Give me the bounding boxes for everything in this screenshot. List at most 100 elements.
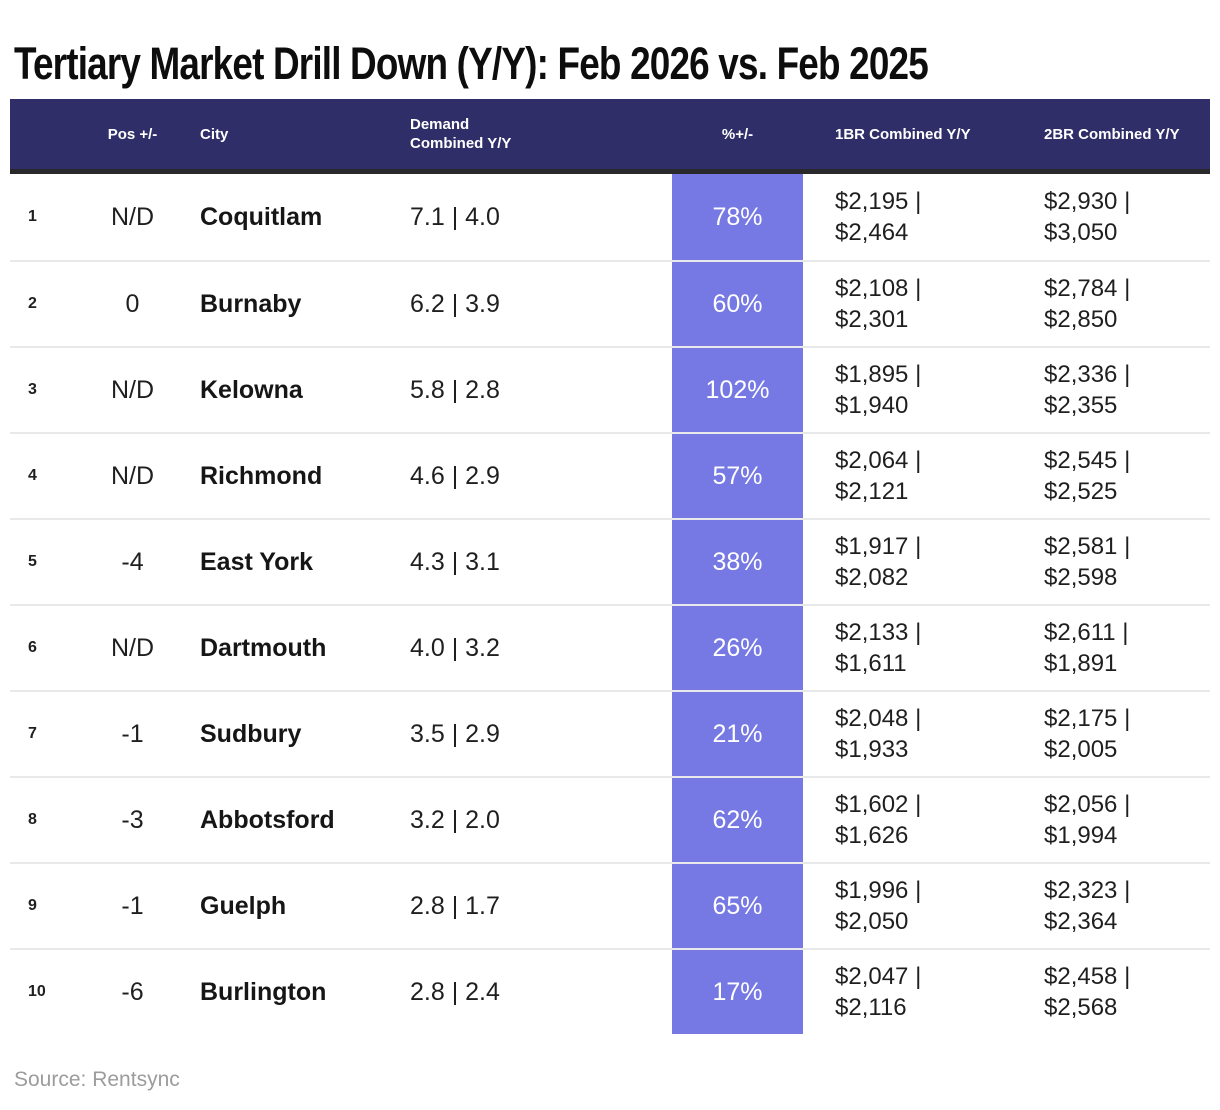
rent-2br-value: $2,930 | $3,050 <box>1044 188 1131 246</box>
rent-1br-cell: $2,195 | $2,464 <box>803 186 1016 248</box>
rent-2br-value: $2,784 | $2,850 <box>1044 275 1131 333</box>
city-cell: Richmond <box>200 461 323 490</box>
rent-2br-value: $2,458 | $2,568 <box>1044 963 1131 1021</box>
table-body: 1 N/D Coquitlam 7.1 | 4.0 78% $2,195 | $… <box>10 174 1210 1034</box>
rank-cell: 5 <box>28 553 37 570</box>
rank-cell: 4 <box>28 467 37 484</box>
table-row: 1 N/D Coquitlam 7.1 | 4.0 78% $2,195 | $… <box>10 174 1210 260</box>
demand-cell: 3.5 | 2.9 <box>410 719 500 748</box>
table-row: 5 -4 East York 4.3 | 3.1 38% $1,917 | $2… <box>10 518 1210 604</box>
rent-1br-value: $2,133 | $1,611 <box>835 619 922 677</box>
rent-1br-value: $2,047 | $2,116 <box>835 963 922 1021</box>
pos-change-cell: -4 <box>121 547 144 576</box>
rent-1br-cell: $1,895 | $1,940 <box>803 359 1016 421</box>
rent-2br-value: $2,611 | $1,891 <box>1044 619 1129 677</box>
column-header-city: City <box>200 125 229 143</box>
rank-cell: 10 <box>28 983 46 1000</box>
rent-1br-cell: $2,047 | $2,116 <box>803 961 1016 1023</box>
pct-change-cell: 38% <box>672 520 803 604</box>
demand-cell: 4.3 | 3.1 <box>410 547 500 576</box>
column-header-1br: 1BR Combined Y/Y <box>835 125 971 143</box>
column-header-demand-label: Demand Combined Y/Y <box>410 116 512 152</box>
rent-2br-cell: $2,784 | $2,850 <box>1016 273 1210 335</box>
demand-cell: 4.6 | 2.9 <box>410 461 500 490</box>
table-row: 4 N/D Richmond 4.6 | 2.9 57% $2,064 | $2… <box>10 432 1210 518</box>
rent-2br-value: $2,545 | $2,525 <box>1044 447 1131 505</box>
city-cell: Abbotsford <box>200 805 335 834</box>
rent-2br-cell: $2,323 | $2,364 <box>1016 875 1210 937</box>
demand-cell: 7.1 | 4.0 <box>410 202 500 231</box>
demand-cell: 2.8 | 2.4 <box>410 977 500 1006</box>
pct-change-cell: 78% <box>672 174 803 260</box>
market-table: Pos +/- City Demand Combined Y/Y %+/- 1B… <box>10 99 1210 1034</box>
column-header-pos: Pos +/- <box>107 125 158 143</box>
city-cell: Burnaby <box>200 289 302 318</box>
pos-change-cell: -6 <box>121 977 144 1006</box>
rent-1br-cell: $1,996 | $2,050 <box>803 875 1016 937</box>
city-cell: Dartmouth <box>200 633 327 662</box>
rent-1br-cell: $2,108 | $2,301 <box>803 273 1016 335</box>
pos-change-cell: 0 <box>125 289 140 318</box>
rent-2br-cell: $2,611 | $1,891 <box>1016 617 1210 679</box>
rent-1br-cell: $1,602 | $1,626 <box>803 789 1016 851</box>
rank-cell: 9 <box>28 897 37 914</box>
rent-2br-value: $2,323 | $2,364 <box>1044 877 1131 935</box>
pct-change-cell: 21% <box>672 692 803 776</box>
rent-1br-value: $1,917 | $2,082 <box>835 533 922 591</box>
pos-change-cell: -3 <box>121 805 144 834</box>
pos-change-cell: -1 <box>121 891 144 920</box>
city-cell: East York <box>200 547 314 576</box>
rent-2br-cell: $2,175 | $2,005 <box>1016 703 1210 765</box>
rent-2br-cell: $2,336 | $2,355 <box>1016 359 1210 421</box>
rent-1br-cell: $2,048 | $1,933 <box>803 703 1016 765</box>
table-row: 3 N/D Kelowna 5.8 | 2.8 102% $1,895 | $1… <box>10 346 1210 432</box>
rank-cell: 7 <box>28 725 37 742</box>
demand-cell: 5.8 | 2.8 <box>410 375 500 404</box>
pos-change-cell: -1 <box>121 719 144 748</box>
pct-change-cell: 26% <box>672 606 803 690</box>
rent-2br-value: $2,336 | $2,355 <box>1044 361 1131 419</box>
rank-cell: 3 <box>28 381 37 398</box>
table-row: 7 -1 Sudbury 3.5 | 2.9 21% $2,048 | $1,9… <box>10 690 1210 776</box>
rent-1br-value: $2,108 | $2,301 <box>835 275 922 333</box>
pos-change-cell: N/D <box>110 202 155 231</box>
source-note: Source: Rentsync <box>14 1068 180 1091</box>
pct-change-cell: 62% <box>672 778 803 862</box>
demand-cell: 2.8 | 1.7 <box>410 891 500 920</box>
rent-1br-value: $1,996 | $2,050 <box>835 877 922 935</box>
city-cell: Sudbury <box>200 719 302 748</box>
rank-cell: 1 <box>28 208 37 225</box>
rent-2br-value: $2,056 | $1,994 <box>1044 791 1131 849</box>
rent-1br-value: $2,064 | $2,121 <box>835 447 922 505</box>
demand-cell: 6.2 | 3.9 <box>410 289 500 318</box>
pct-change-cell: 17% <box>672 950 803 1034</box>
table-row: 9 -1 Guelph 2.8 | 1.7 65% $1,996 | $2,05… <box>10 862 1210 948</box>
rent-2br-cell: $2,458 | $2,568 <box>1016 961 1210 1023</box>
column-header-pct: %+/- <box>721 125 754 143</box>
page-title: Tertiary Market Drill Down (Y/Y): Feb 20… <box>14 38 929 90</box>
pos-change-cell: N/D <box>110 375 155 404</box>
table-header-row: Pos +/- City Demand Combined Y/Y %+/- 1B… <box>10 99 1210 174</box>
table-row: 10 -6 Burlington 2.8 | 2.4 17% $2,047 | … <box>10 948 1210 1034</box>
pos-change-cell: N/D <box>110 461 155 490</box>
rent-2br-cell: $2,930 | $3,050 <box>1016 186 1210 248</box>
demand-cell: 4.0 | 3.2 <box>410 633 500 662</box>
rank-cell: 6 <box>28 639 37 656</box>
rent-2br-cell: $2,056 | $1,994 <box>1016 789 1210 851</box>
column-header-2br: 2BR Combined Y/Y <box>1044 125 1180 143</box>
table-row: 6 N/D Dartmouth 4.0 | 3.2 26% $2,133 | $… <box>10 604 1210 690</box>
city-cell: Coquitlam <box>200 202 323 231</box>
pct-change-cell: 57% <box>672 434 803 518</box>
rent-1br-cell: $2,064 | $2,121 <box>803 445 1016 507</box>
city-cell: Burlington <box>200 977 327 1006</box>
rank-cell: 8 <box>28 811 37 828</box>
pos-change-cell: N/D <box>110 633 155 662</box>
rent-1br-cell: $1,917 | $2,082 <box>803 531 1016 593</box>
rent-2br-value: $2,175 | $2,005 <box>1044 705 1131 763</box>
pct-change-cell: 60% <box>672 262 803 346</box>
rent-1br-cell: $2,133 | $1,611 <box>803 617 1016 679</box>
demand-cell: 3.2 | 2.0 <box>410 805 500 834</box>
table-row: 2 0 Burnaby 6.2 | 3.9 60% $2,108 | $2,30… <box>10 260 1210 346</box>
table-row: 8 -3 Abbotsford 3.2 | 2.0 62% $1,602 | $… <box>10 776 1210 862</box>
rent-2br-cell: $2,581 | $2,598 <box>1016 531 1210 593</box>
